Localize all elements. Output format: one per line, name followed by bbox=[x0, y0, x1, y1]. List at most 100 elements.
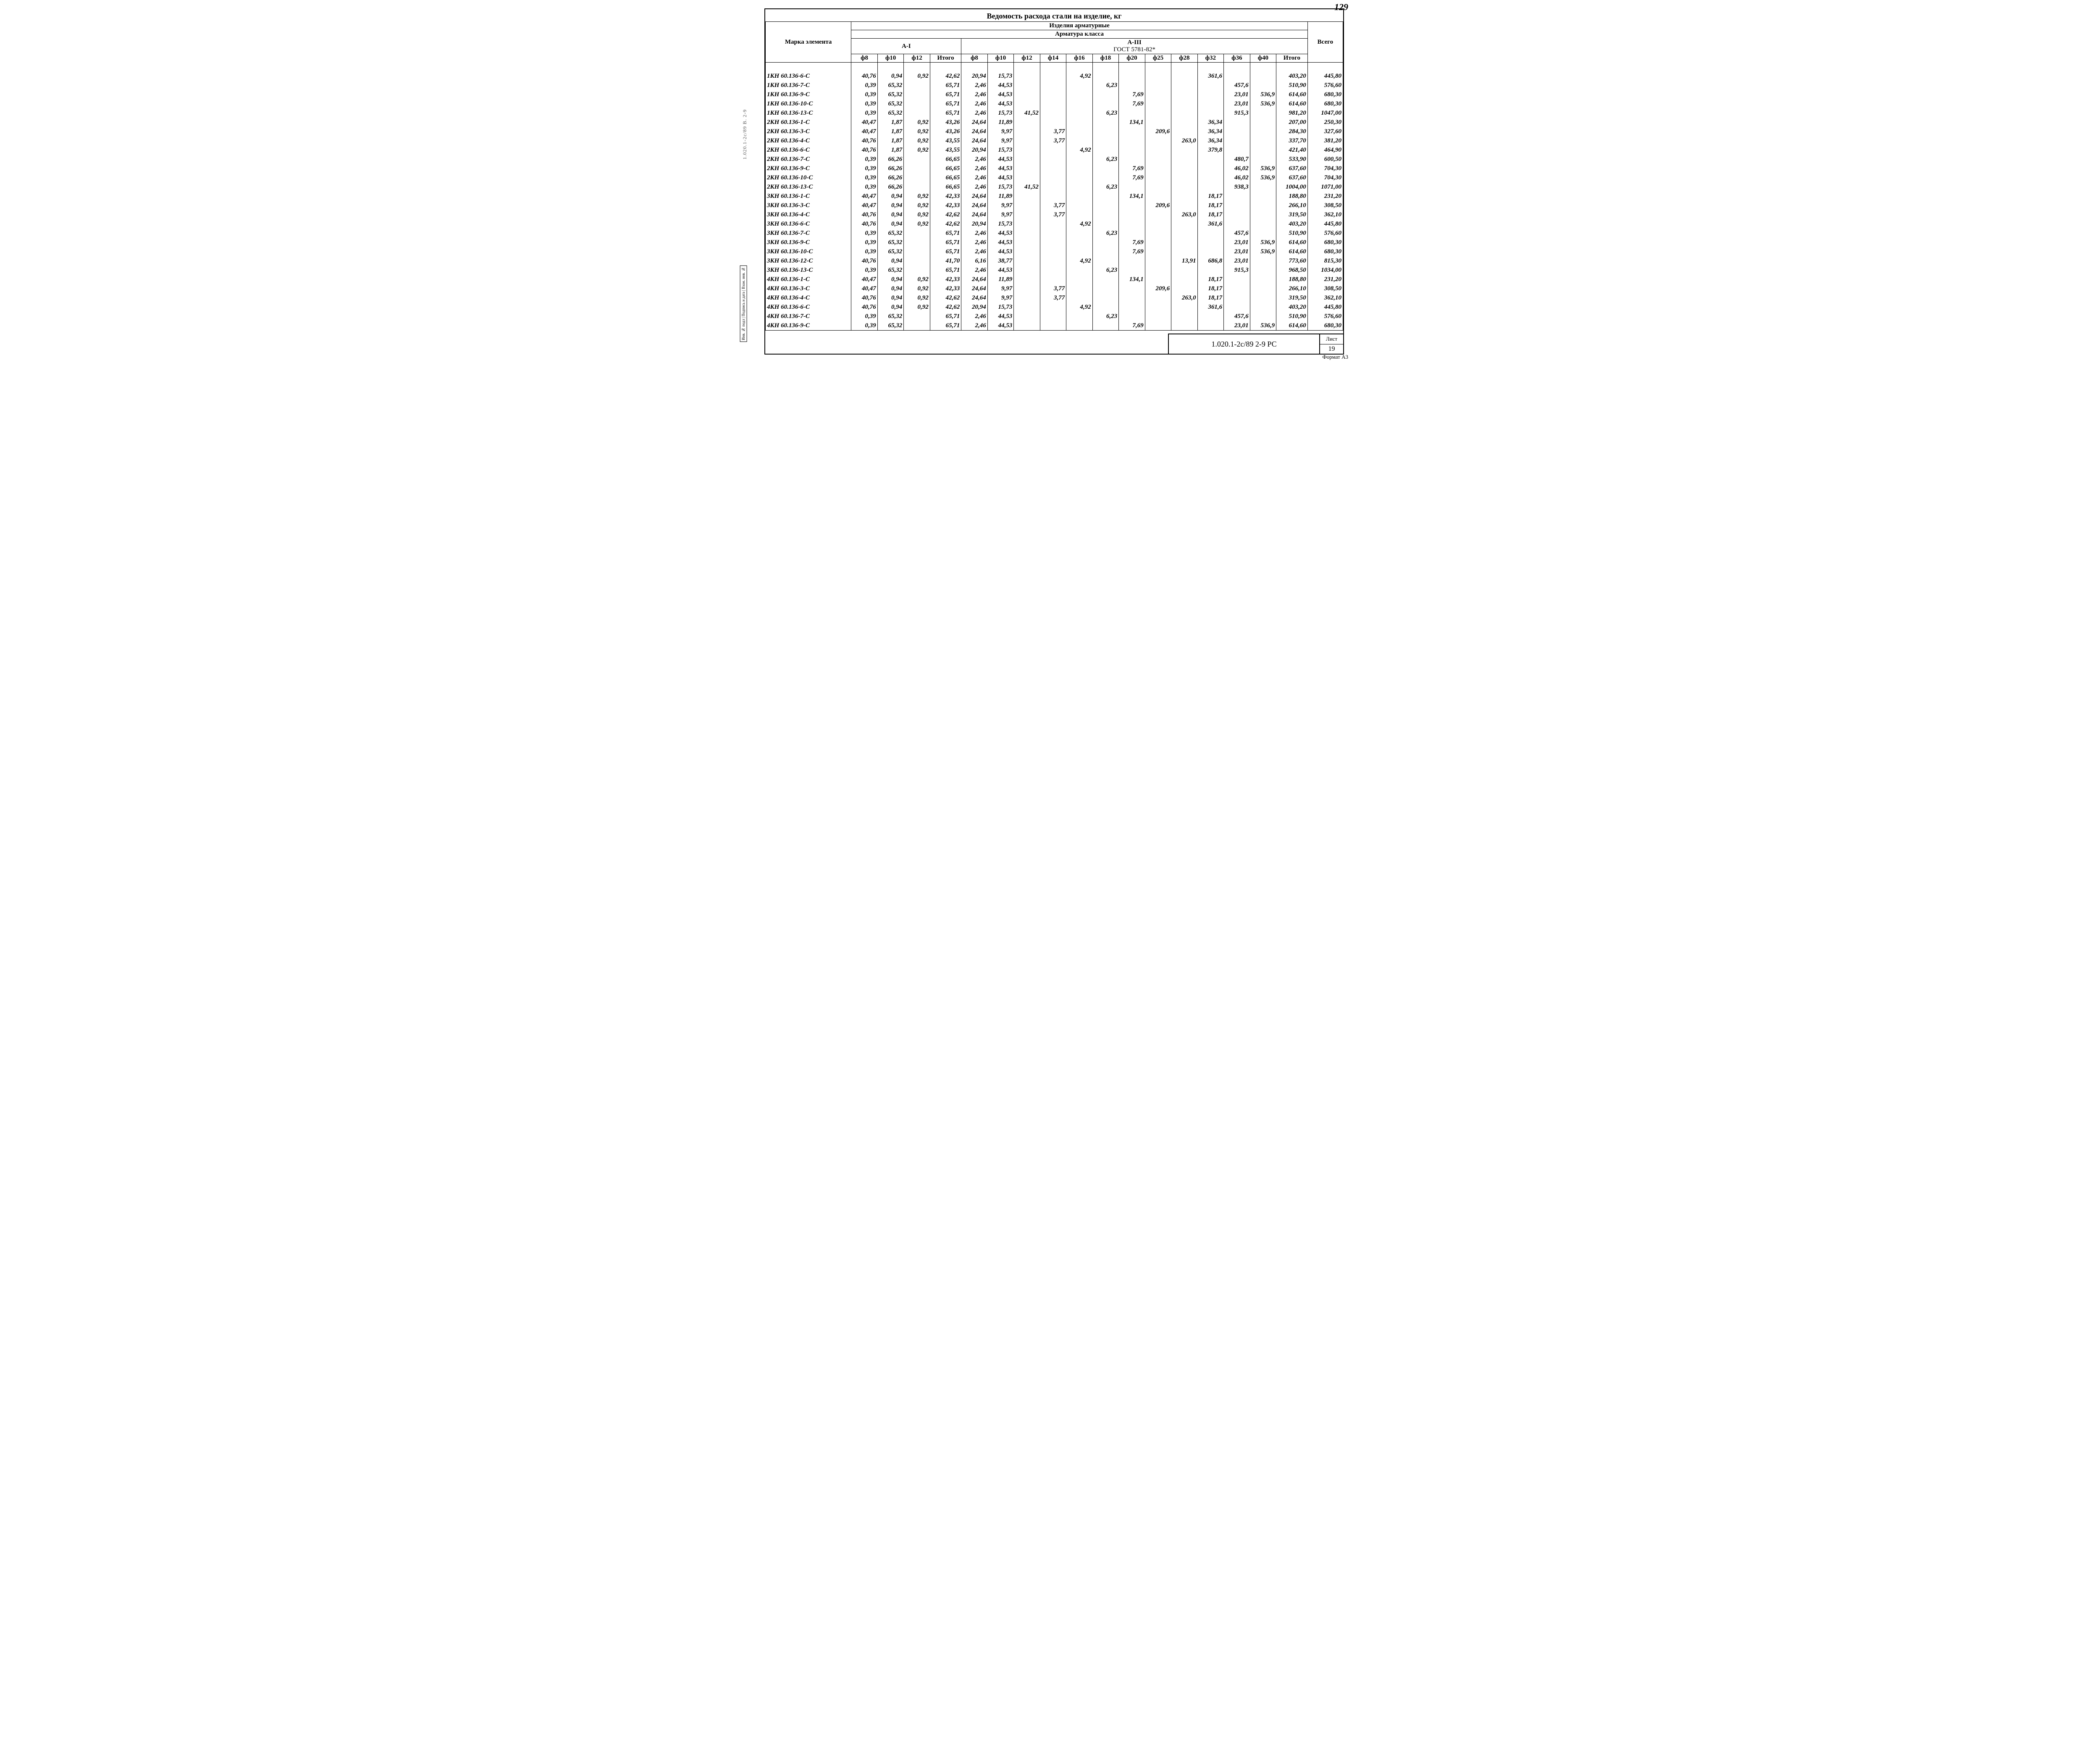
cell-value: 263,0 bbox=[1171, 210, 1197, 220]
cell-value: 680,30 bbox=[1307, 238, 1343, 247]
cell-value: 23,01 bbox=[1224, 90, 1250, 100]
cell-value bbox=[1250, 146, 1276, 155]
cell-value bbox=[1171, 155, 1197, 164]
cell-value bbox=[1145, 229, 1171, 238]
cell-value bbox=[904, 173, 930, 183]
cell-value: 36,34 bbox=[1197, 127, 1223, 137]
cell-value: 815,30 bbox=[1307, 257, 1343, 266]
cell-value bbox=[1119, 229, 1145, 238]
cell-value bbox=[1040, 247, 1066, 257]
cell-value bbox=[1014, 100, 1040, 109]
cell-value: 0,39 bbox=[851, 173, 877, 183]
cell-value: 0,39 bbox=[851, 247, 877, 257]
cell-value: 362,10 bbox=[1307, 210, 1343, 220]
cell-mark: 3КН 60.136-3-С bbox=[766, 201, 851, 210]
cell-value bbox=[1145, 303, 1171, 312]
cell-value: 65,32 bbox=[877, 81, 903, 90]
cell-value bbox=[1119, 284, 1145, 294]
cell-value: 1,87 bbox=[877, 118, 903, 127]
cell-mark: 2КН 60.136-4-С bbox=[766, 137, 851, 146]
cell-value: 6,23 bbox=[1092, 266, 1118, 275]
cell-value: 0,92 bbox=[904, 192, 930, 201]
cell-value: 680,30 bbox=[1307, 90, 1343, 100]
cell-value bbox=[1066, 81, 1092, 90]
cell-value: 41,52 bbox=[1014, 183, 1040, 192]
cell-value: 510,90 bbox=[1276, 312, 1308, 321]
cell-value: 480,7 bbox=[1224, 155, 1250, 164]
cell-value bbox=[1014, 275, 1040, 284]
cell-value bbox=[1119, 81, 1145, 90]
cell-value bbox=[1250, 303, 1276, 312]
cell-value bbox=[1171, 201, 1197, 210]
cell-value bbox=[1224, 146, 1250, 155]
table-row: 2КН 60.136-3-С40,471,870,9243,2624,649,9… bbox=[766, 127, 1343, 137]
cell-value: 637,60 bbox=[1276, 164, 1308, 173]
cell-value: 9,97 bbox=[987, 137, 1013, 146]
hdr-a1-d8: ф8 bbox=[851, 54, 877, 63]
cell-value: 40,47 bbox=[851, 201, 877, 210]
cell-value: 66,26 bbox=[877, 183, 903, 192]
cell-value bbox=[1171, 312, 1197, 321]
hdr-a1-itogo: Итого bbox=[930, 54, 961, 63]
cell-value: 66,26 bbox=[877, 164, 903, 173]
cell-value: 65,71 bbox=[930, 109, 961, 118]
cell-value: 457,6 bbox=[1224, 229, 1250, 238]
hdr-mark: Марка элемента bbox=[766, 22, 851, 63]
cell-value: 2,46 bbox=[961, 238, 987, 247]
cell-value: 0,92 bbox=[904, 137, 930, 146]
cell-value bbox=[1014, 118, 1040, 127]
hdr-diameters: ф8 ф10 ф12 Итого ф8 ф10 ф12 ф14 ф16 ф18 … bbox=[766, 54, 1343, 63]
cell-mark: 1КН 60.136-9-С bbox=[766, 90, 851, 100]
cell-value bbox=[1066, 210, 1092, 220]
cell-value bbox=[1092, 127, 1118, 137]
cell-value bbox=[1250, 192, 1276, 201]
cell-value bbox=[1171, 127, 1197, 137]
cell-value bbox=[1171, 164, 1197, 173]
cell-value bbox=[1040, 146, 1066, 155]
cell-value bbox=[1171, 146, 1197, 155]
cell-value bbox=[1145, 90, 1171, 100]
cell-value: 457,6 bbox=[1224, 81, 1250, 90]
cell-value: 42,62 bbox=[930, 303, 961, 312]
cell-value: 0,94 bbox=[877, 201, 903, 210]
cell-value bbox=[1066, 173, 1092, 183]
cell-value bbox=[1066, 100, 1092, 109]
cell-value: 11,89 bbox=[987, 275, 1013, 284]
cell-value: 2,46 bbox=[961, 109, 987, 118]
cell-value bbox=[1014, 201, 1040, 210]
cell-value bbox=[1145, 247, 1171, 257]
cell-value bbox=[1040, 90, 1066, 100]
table-row: 3КН 60.136-4-С40,760,940,9242,6224,649,9… bbox=[766, 210, 1343, 220]
cell-value bbox=[1040, 164, 1066, 173]
cell-value: 981,20 bbox=[1276, 109, 1308, 118]
cell-value bbox=[1250, 229, 1276, 238]
cell-value bbox=[1119, 312, 1145, 321]
cell-value bbox=[1250, 183, 1276, 192]
cell-value: 361,6 bbox=[1197, 72, 1223, 81]
cell-value: 308,50 bbox=[1307, 201, 1343, 210]
cell-value bbox=[1197, 238, 1223, 247]
cell-value bbox=[1014, 238, 1040, 247]
cell-value: 43,26 bbox=[930, 118, 961, 127]
cell-value: 65,32 bbox=[877, 229, 903, 238]
cell-mark: 1КН 60.136-7-С bbox=[766, 81, 851, 90]
cell-value: 11,89 bbox=[987, 192, 1013, 201]
cell-value: 44,53 bbox=[987, 229, 1013, 238]
cell-value: 65,71 bbox=[930, 312, 961, 321]
cell-value bbox=[1066, 109, 1092, 118]
steel-consumption-table: Марка элемента Изделия арматурные Всего … bbox=[765, 21, 1343, 331]
cell-value: 42,62 bbox=[930, 220, 961, 229]
cell-value bbox=[1092, 72, 1118, 81]
title-block-sheet-label: Лист bbox=[1320, 334, 1343, 344]
cell-value bbox=[904, 247, 930, 257]
cell-value: 66,65 bbox=[930, 183, 961, 192]
cell-value bbox=[1040, 238, 1066, 247]
cell-value bbox=[1224, 192, 1250, 201]
table-row: 2КН 60.136-10-С0,3966,2666,652,4644,537,… bbox=[766, 173, 1343, 183]
cell-value bbox=[1224, 72, 1250, 81]
cell-value: 2,46 bbox=[961, 155, 987, 164]
cell-value: 0,94 bbox=[877, 72, 903, 81]
cell-value: 263,0 bbox=[1171, 137, 1197, 146]
cell-value: 0,39 bbox=[851, 183, 877, 192]
table-row: 1КН 60.136-10-С0,3965,3265,712,4644,537,… bbox=[766, 100, 1343, 109]
